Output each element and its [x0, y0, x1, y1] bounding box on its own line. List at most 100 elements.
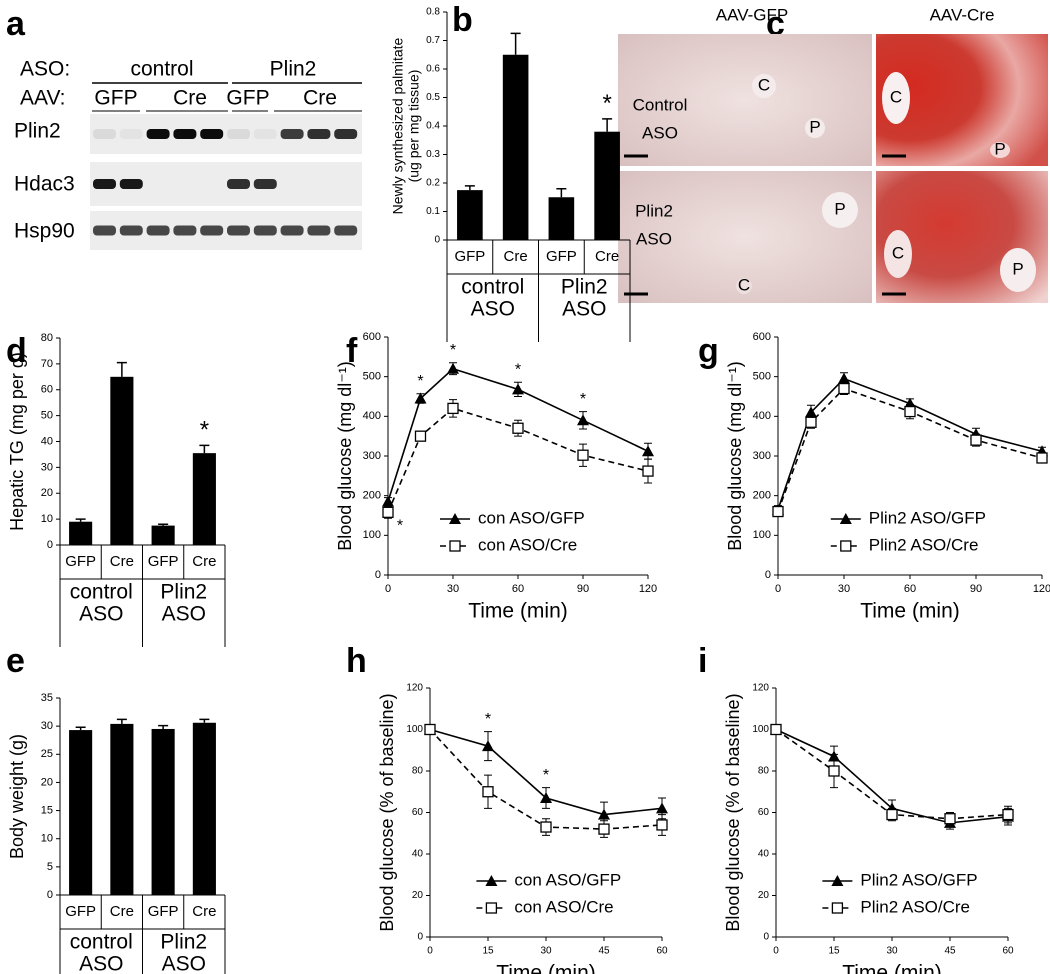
legend-label: con ASO/GFP: [478, 508, 585, 527]
error-bar: [158, 523, 169, 526]
vessel: [736, 278, 752, 294]
marker: [577, 414, 589, 426]
group-label: control: [461, 276, 524, 299]
y-tick-label: 500: [753, 371, 771, 383]
y-tick-label: 5: [47, 861, 53, 873]
y-tick-label: 80: [412, 766, 424, 777]
marker: [840, 540, 852, 552]
x-tick-label: GFP: [546, 248, 577, 265]
significance: *: [450, 342, 456, 359]
vessel: [882, 72, 910, 124]
marker: [414, 392, 427, 404]
group-label: ASO: [79, 603, 123, 626]
marker: [482, 740, 494, 752]
blot-row-label: Hsp90: [14, 220, 75, 243]
blot-band: [93, 179, 116, 189]
marker: [485, 902, 498, 914]
blot-band: [93, 129, 116, 139]
group-label: ASO: [471, 298, 515, 321]
x-tick-label: 0: [427, 946, 433, 957]
blot-row-label: Hdac3: [14, 173, 75, 196]
x-tick-label: 60: [1002, 946, 1014, 957]
region-label: C: [892, 243, 904, 262]
group-label: control: [70, 931, 133, 954]
bar: [110, 376, 134, 545]
x-tick-label: Cre: [192, 553, 216, 570]
y-axis-label: Blood glucose (% of baseline): [377, 693, 397, 931]
marker: [449, 540, 461, 552]
y-tick-label: 80: [41, 332, 53, 344]
blot-band: [200, 129, 224, 139]
error-bar: [199, 444, 210, 454]
x-tick-label: Cre: [110, 903, 134, 920]
region-label: P: [834, 199, 845, 218]
marker: [1002, 808, 1014, 821]
blot-band: [253, 129, 277, 139]
blot-band: [173, 129, 197, 139]
x-tick-label: 15: [482, 946, 494, 957]
blot-band: [334, 129, 358, 139]
micrograph: [618, 34, 872, 166]
y-tick-label: 60: [41, 384, 53, 396]
aav-group: Cre: [173, 87, 207, 110]
marker: [642, 445, 654, 457]
marker: [482, 786, 494, 798]
marker: [772, 505, 784, 518]
error-bar: [75, 726, 86, 731]
marker: [904, 397, 916, 409]
marker: [839, 513, 852, 524]
row-label: Control: [633, 95, 688, 114]
x-tick-label: 60: [904, 583, 916, 595]
blot-band: [280, 129, 304, 139]
legend-label: Plin2 ASO/GFP: [869, 508, 986, 527]
blot-band: [146, 129, 170, 139]
x-tick-label: 90: [970, 583, 982, 595]
group-label: ASO: [79, 953, 123, 974]
marker: [540, 821, 552, 833]
marker: [970, 434, 982, 446]
y-tick-label: 400: [753, 410, 771, 422]
bar: [151, 728, 175, 895]
marker: [512, 422, 524, 434]
y-tick-label: 100: [363, 529, 381, 541]
panel-letter: g: [698, 332, 719, 370]
bar: [192, 722, 216, 895]
panel-letter: b: [452, 1, 473, 39]
x-tick-label: 45: [598, 946, 610, 957]
bar: [69, 730, 93, 895]
blot-band: [119, 129, 143, 139]
series-line: [387, 407, 649, 513]
bar: [151, 525, 175, 545]
marker: [598, 823, 610, 835]
significance: *: [602, 90, 611, 117]
blot-band: [253, 225, 277, 236]
marker: [642, 465, 654, 477]
bar: [502, 54, 529, 240]
blot-band: [227, 179, 250, 189]
marker: [485, 875, 498, 886]
bar: [594, 131, 620, 240]
bar: [548, 197, 575, 240]
x-axis-label: Time (min): [496, 962, 596, 974]
y-tick-label: 0: [47, 889, 53, 901]
y-axis-label: Blood glucose (% of baseline): [723, 693, 743, 931]
y-tick-label: 0.5: [426, 92, 440, 103]
x-tick-label: GFP: [148, 903, 179, 920]
vessel: [752, 74, 776, 98]
y-tick-label: 0: [375, 569, 381, 581]
x-tick-label: 30: [540, 946, 552, 957]
y-axis-label: Blood glucose (mg dl⁻¹): [335, 361, 355, 551]
marker: [382, 495, 394, 507]
y-tick-label: 40: [412, 849, 424, 860]
y-tick-label: 400: [363, 410, 381, 422]
blot-band: [307, 225, 331, 236]
panel-letter: h: [346, 642, 367, 680]
significance: *: [200, 417, 209, 444]
aso-group: Plin2: [270, 58, 317, 81]
y-tick-label: 80: [758, 766, 770, 777]
vessel: [990, 142, 1010, 158]
y-tick-label: 60: [758, 807, 770, 818]
y-tick-label: 100: [753, 529, 771, 541]
group-label: Plin2: [561, 276, 608, 299]
error-bar: [116, 718, 127, 724]
